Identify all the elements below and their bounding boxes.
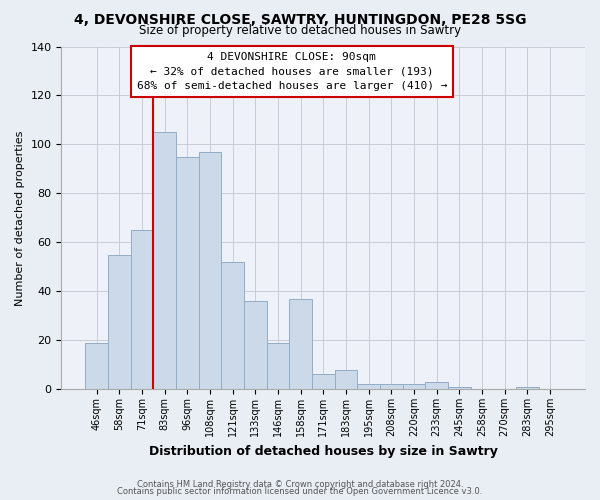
Bar [516, 386, 539, 389]
Text: 4 DEVONSHIRE CLOSE: 90sqm
← 32% of detached houses are smaller (193)
68% of semi: 4 DEVONSHIRE CLOSE: 90sqm ← 32% of detac… [137, 52, 447, 91]
Bar [131, 230, 153, 389]
Bar [425, 382, 448, 389]
Bar [312, 374, 335, 389]
Bar [403, 384, 425, 389]
X-axis label: Distribution of detached houses by size in Sawtry: Distribution of detached houses by size … [149, 444, 497, 458]
Bar [199, 152, 221, 389]
Bar [221, 262, 244, 389]
Bar [380, 384, 403, 389]
Bar [108, 254, 131, 389]
Y-axis label: Number of detached properties: Number of detached properties [15, 130, 25, 306]
Text: Contains public sector information licensed under the Open Government Licence v3: Contains public sector information licen… [118, 487, 482, 496]
Bar [357, 384, 380, 389]
Bar [289, 298, 312, 389]
Bar [85, 342, 108, 389]
Text: Contains HM Land Registry data © Crown copyright and database right 2024.: Contains HM Land Registry data © Crown c… [137, 480, 463, 489]
Bar [448, 386, 470, 389]
Bar [335, 370, 357, 389]
Bar [244, 301, 266, 389]
Text: 4, DEVONSHIRE CLOSE, SAWTRY, HUNTINGDON, PE28 5SG: 4, DEVONSHIRE CLOSE, SAWTRY, HUNTINGDON,… [74, 12, 526, 26]
Text: Size of property relative to detached houses in Sawtry: Size of property relative to detached ho… [139, 24, 461, 37]
Bar [176, 156, 199, 389]
Bar [266, 342, 289, 389]
Bar [153, 132, 176, 389]
